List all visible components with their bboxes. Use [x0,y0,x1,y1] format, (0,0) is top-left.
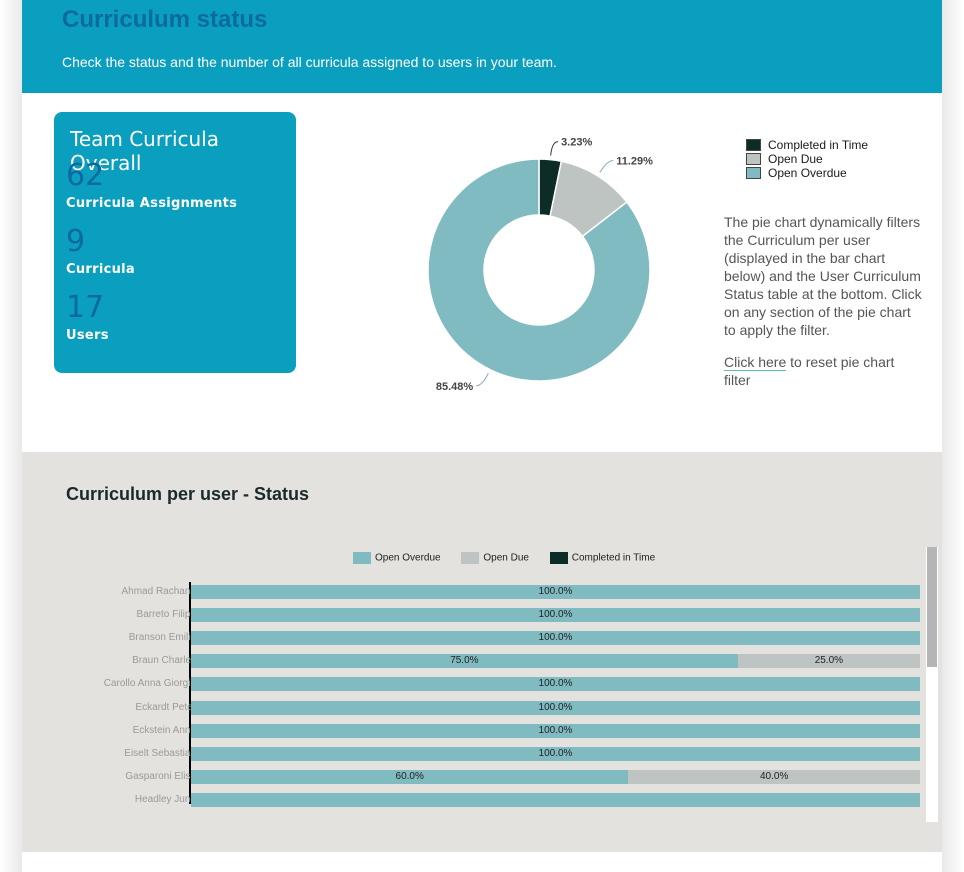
bar-legend-completed[interactable]: Completed in Time [549,552,656,564]
legend-label: Open Overdue [375,552,441,564]
user-name-label: Eckardt Peter [135,701,196,713]
bar-legend: Open Overdue Open Due Completed in Time [353,552,673,564]
bar-segment-open-overdue[interactable]: 100.0% [191,746,920,761]
curricula-assignments-count: 62 [66,158,105,193]
right-page-shadow [942,0,964,872]
donut-leader-line [476,373,489,387]
bar-segment-open-overdue[interactable]: 60.0% [191,769,629,784]
bar-segment-open-overdue[interactable]: 100.0% [191,585,920,599]
users-count: 17 [66,290,105,325]
pie-description: The pie chart dynamically filters the Cu… [724,214,922,338]
user-name-label: Eiselt Sebastian [124,747,196,759]
page-footer [22,852,942,872]
team-curricula-overall-card: Team Curricula Overall 62 Curricula Assi… [54,112,296,373]
pie-legend: Completed in Time Open Due Open Overdue [746,138,868,180]
page-title: Curriculum status [62,6,268,33]
status-donut-chart[interactable]: 3.23% 11.29% 85.48% [382,122,682,402]
scrollbar-thumb[interactable] [927,547,937,667]
legend-item-open-overdue[interactable]: Open Overdue [746,166,868,180]
left-page-shadow [0,0,22,872]
reset-filter-text: Click here to reset pie chart filter [724,353,924,389]
curricula-label: Curricula [66,262,135,277]
user-name-label: Braun Charles [132,655,196,667]
legend-label: Completed in Time [768,138,869,152]
page-subtitle: Check the status and the number of all c… [62,54,557,70]
bar-segment-open-overdue[interactable]: 75.0% [191,654,738,669]
bar-segment-open-overdue[interactable]: 100.0% [191,677,920,692]
user-name-label: Barreto Filipe [136,609,196,621]
legend-swatch [746,167,761,179]
reset-filter-link[interactable]: Click here [724,354,787,371]
user-name-label: Carollo Anna Giorgia [103,678,196,690]
legend-label: Completed in Time [571,552,656,564]
user-name-label: Headley June [134,793,196,805]
user-name-label: Ahmad Rachana [121,586,197,597]
curriculum-per-user-section: Curriculum per user - Status Open Overdu… [22,452,942,852]
curricula-count: 9 [66,224,86,259]
legend-swatch [353,552,371,564]
reset-filter-rest: to reset pie chart filter [724,354,895,388]
chart-axis [189,582,191,804]
legend-swatch [746,153,761,165]
bar-segment-open-overdue[interactable]: 100.0% [191,700,920,715]
user-name-label: Branson Emilio [128,632,196,644]
donut-leader-line [550,141,559,156]
donut-label: 11.29% [616,156,653,168]
donut-leader-line [599,160,614,173]
legend-swatch [746,139,761,151]
bar-segment-open-overdue[interactable]: 100.0% [191,723,920,738]
bar-segment-open-overdue[interactable]: 100.0% [191,608,920,623]
donut-label: 85.48% [436,381,474,393]
user-name-label: Eckstein Anne [132,724,196,736]
curriculum-per-user-bar-chart: Ahmad Rachana 100.0% Barreto Filipe 100.0% B… [62,582,922,807]
section-title: Curriculum per user - Status [66,484,310,504]
legend-label: Open Due [483,552,529,564]
legend-item-open-due[interactable]: Open Due [746,152,868,166]
bar-segment-open-due[interactable]: 25.0% [737,654,920,669]
users-label: Users [66,328,109,343]
bar-legend-open-overdue[interactable]: Open Overdue [353,552,441,564]
bar-segment-open-overdue[interactable] [191,792,920,807]
page: Curriculum status Check the status and t… [22,0,942,872]
bar-legend-open-due[interactable]: Open Due [461,552,529,564]
legend-item-completed[interactable]: Completed in Time [746,138,868,152]
donut-slice-open-overdue[interactable] [427,158,651,382]
legend-swatch [549,552,568,564]
user-name-label: Gasparoni Elisa [125,770,196,782]
bar-segment-open-overdue[interactable]: 100.0% [191,631,920,646]
donut-label: 3.23% [561,137,592,149]
chart-scrollbar[interactable] [926,547,938,822]
page-header: Curriculum status Check the status and t… [22,0,942,93]
bar-segment-open-due[interactable]: 40.0% [628,769,920,784]
curricula-assignments-label: Curricula Assignments [66,196,238,211]
card-title: Team Curricula Overall [70,127,219,175]
legend-label: Open Overdue [768,166,847,180]
legend-label: Open Due [768,152,823,166]
legend-swatch [461,552,480,564]
